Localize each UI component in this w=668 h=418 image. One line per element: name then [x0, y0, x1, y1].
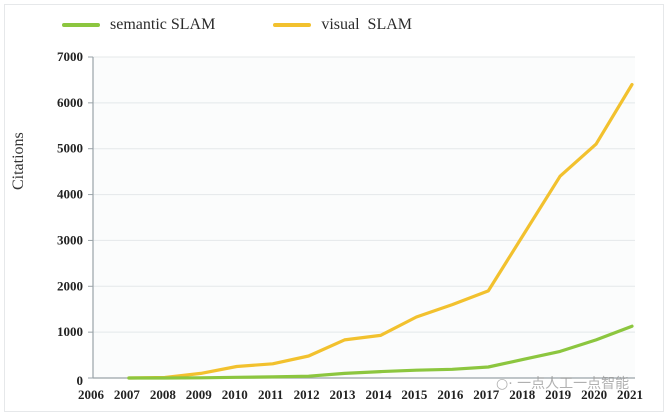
x-tick-label: 2007 — [114, 387, 141, 402]
x-tick-label: 2011 — [258, 387, 283, 402]
x-tick-label: 2009 — [186, 387, 213, 402]
legend-label-semantic: semantic SLAM — [110, 16, 216, 33]
x-tick-label: 2018 — [509, 387, 536, 402]
gridlines — [93, 56, 635, 333]
legend-label-visual: visual SLAM — [321, 16, 412, 33]
x-tick-label: 2015 — [401, 387, 428, 402]
x-tick-label: 2020 — [581, 387, 607, 402]
x-tick-label: 2008 — [150, 387, 177, 402]
y-tick-label: 0 — [77, 373, 84, 388]
data-lines — [127, 82, 634, 380]
watermark-text: 一点人工一点智能 — [517, 376, 630, 392]
legend-item-semantic-slam: semantic SLAM — [62, 16, 215, 34]
x-tick-label: 2014 — [365, 387, 392, 402]
x-tick-label: 2017 — [473, 387, 500, 402]
series-line-semantic-slam — [127, 324, 634, 380]
x-tick-label: 2012 — [294, 387, 320, 402]
x-tick-label: 2016 — [437, 387, 464, 402]
x-tick-label: 2013 — [330, 387, 357, 402]
legend-swatch-semantic-icon — [62, 23, 100, 27]
plot-area — [93, 57, 635, 378]
y-tick-label: 5000 — [57, 141, 83, 156]
y-tick-label: 6000 — [57, 95, 83, 110]
legend-swatch-visual-icon — [273, 23, 312, 27]
watermark: ○⋅ 一点人工一点智能 — [496, 373, 629, 393]
series-line-visual-slam — [127, 82, 634, 380]
y-tick-label: 2000 — [57, 278, 83, 293]
x-tick-label: 2019 — [545, 387, 572, 402]
x-tick-label: 2010 — [222, 387, 248, 402]
y-tick-label: 4000 — [57, 187, 83, 202]
chart-legend: semantic SLAM visual SLAM — [62, 14, 470, 36]
x-tick-label: 2006 — [78, 387, 105, 402]
y-axis: 0 1000 2000 3000 4000 5000 6000 7000 — [57, 49, 94, 388]
x-tick-label: 2021 — [617, 387, 643, 402]
y-tick-label: 3000 — [57, 232, 83, 247]
y-tick-label: 7000 — [57, 49, 83, 64]
y-tick-label: 1000 — [57, 324, 83, 339]
legend-item-visual-slam: visual SLAM — [273, 16, 412, 34]
wechat-icon: ○⋅ — [496, 376, 513, 392]
